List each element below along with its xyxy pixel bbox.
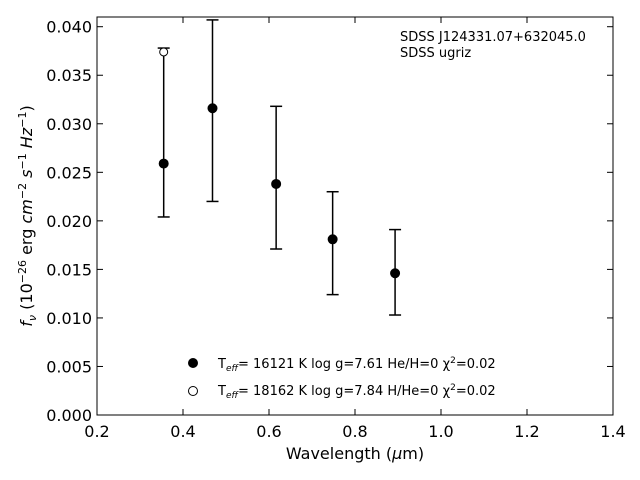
- model-point-filled: [158, 158, 169, 169]
- y-tick-label: 0.025: [46, 163, 92, 182]
- x-tick-label: 1.0: [428, 422, 453, 441]
- y-tick-label: 0.005: [46, 357, 92, 376]
- y-tick-label: 0.020: [46, 212, 92, 231]
- data-points: [158, 47, 401, 279]
- model-point-open: [159, 47, 169, 57]
- y-tick-label: 0.010: [46, 309, 92, 328]
- x-axis: 0.2 0.4 0.6 0.8 1.0 1.2 1.4: [84, 17, 626, 441]
- y-axis: 0.000 0.005 0.010 0.015 0.020 0.025 0.030 0.035…: [46, 18, 613, 425]
- x-tick-label: 1.4: [600, 422, 625, 441]
- x-tick-label: 0.6: [256, 422, 281, 441]
- x-tick-label: 0.2: [84, 422, 109, 441]
- y-tick-label: 0.030: [46, 115, 92, 134]
- x-tick-label: 0.8: [342, 422, 367, 441]
- y-tick-label: 0.035: [46, 66, 92, 85]
- y-axis-label: fν (10−26 erg cm−2 s−1 Hz−1): [16, 105, 39, 326]
- x-tick-label: 1.2: [514, 422, 539, 441]
- annotation-line-2: SDSS ugriz: [400, 46, 471, 61]
- model-point-filled: [271, 178, 282, 189]
- legend-label-1: Teff= 16121 K log g=7.61 He/H=0 χ2=0.02: [217, 356, 496, 374]
- y-tick-label: 0.015: [46, 260, 92, 279]
- plot-frame: [96, 16, 614, 416]
- y-tick-label: 0.000: [46, 406, 92, 425]
- x-axis-label: Wavelength (μm): [286, 444, 424, 463]
- annotation-line-1: SDSS J124331.07+632045.0: [400, 30, 586, 45]
- model-point-filled: [207, 103, 218, 114]
- x-tick-label: 0.4: [170, 422, 195, 441]
- error-bars: [157, 19, 402, 316]
- y-tick-label: 0.040: [46, 18, 92, 37]
- legend-marker-open: [188, 386, 198, 396]
- legend: Teff= 16121 K log g=7.61 He/H=0 χ2=0.02 …: [188, 356, 496, 401]
- legend-marker-filled: [188, 358, 198, 368]
- model-point-filled: [390, 268, 401, 279]
- model-point-filled: [327, 234, 338, 245]
- legend-label-2: Teff= 18162 K log g=7.84 H/He=0 χ2=0.02: [217, 383, 496, 401]
